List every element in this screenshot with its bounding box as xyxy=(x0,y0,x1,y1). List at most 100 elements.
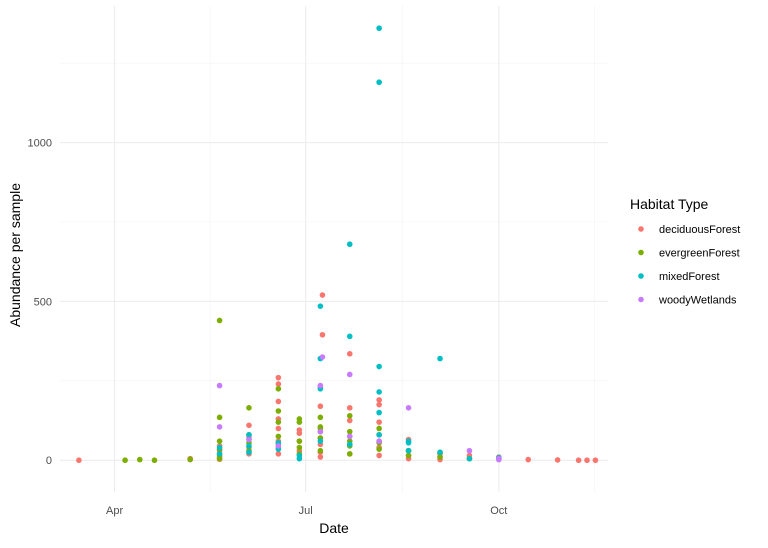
point-deciduousForest xyxy=(275,425,282,432)
point-evergreenForest xyxy=(376,446,382,452)
point-evergreenForest xyxy=(151,457,158,464)
point-deciduousForest xyxy=(319,331,326,338)
x-tick-label: Oct xyxy=(490,505,507,517)
point-mixedForest xyxy=(376,79,382,86)
point-evergreenForest xyxy=(437,454,443,460)
point-deciduousForest xyxy=(346,405,353,411)
point-deciduousForest xyxy=(296,427,303,433)
point-deciduousForest xyxy=(317,403,324,410)
point-evergreenForest xyxy=(136,456,143,463)
point-mixedForest xyxy=(376,25,382,32)
point-deciduousForest xyxy=(376,401,382,408)
point-evergreenForest xyxy=(346,451,353,457)
legend-label: evergreenForest xyxy=(659,248,740,260)
point-mixedForest xyxy=(216,444,223,451)
point-deciduousForest xyxy=(575,457,582,464)
point-woodyWetlands xyxy=(496,455,502,462)
point-mixedForest xyxy=(296,452,303,459)
legend-key-evergreenForest xyxy=(638,249,644,256)
point-deciduousForest xyxy=(554,457,561,463)
point-woodyWetlands xyxy=(317,428,324,435)
minor-gridlines xyxy=(60,6,608,492)
point-mixedForest xyxy=(317,438,324,444)
point-deciduousForest xyxy=(584,457,590,464)
point-mixedForest xyxy=(216,451,223,457)
point-evergreenForest xyxy=(275,408,282,414)
point-woodyWetlands xyxy=(319,354,326,360)
point-evergreenForest xyxy=(275,385,282,392)
y-tick-label: 500 xyxy=(34,296,52,308)
point-evergreenForest xyxy=(275,419,282,425)
point-woodyWetlands xyxy=(405,405,412,411)
point-woodyWetlands xyxy=(346,433,353,440)
point-mixedForest xyxy=(437,449,443,456)
point-deciduousForest xyxy=(275,451,282,457)
point-evergreenForest xyxy=(405,452,412,459)
point-mixedForest xyxy=(376,363,382,370)
point-mixedForest xyxy=(376,409,382,416)
legend-title: Habitat Type xyxy=(630,196,709,212)
point-deciduousForest xyxy=(376,452,382,459)
point-evergreenForest xyxy=(122,457,128,464)
x-axis-ticks: Apr Jul Oct xyxy=(106,505,507,517)
point-deciduousForest xyxy=(317,454,324,460)
data-points xyxy=(76,25,599,464)
major-gridlines xyxy=(60,6,608,492)
point-mixedForest xyxy=(346,441,353,448)
point-evergreenForest xyxy=(216,438,223,444)
point-evergreenForest xyxy=(317,414,324,421)
point-mixedForest xyxy=(246,449,252,456)
point-evergreenForest xyxy=(296,438,303,444)
point-deciduousForest xyxy=(275,381,282,387)
point-evergreenForest xyxy=(296,444,303,451)
point-evergreenForest xyxy=(216,414,223,421)
y-tick-label: 0 xyxy=(46,455,52,467)
point-mixedForest xyxy=(466,455,473,462)
legend-key-mixedForest xyxy=(638,273,644,279)
legend-key-woodyWetlands xyxy=(638,296,644,303)
point-mixedForest xyxy=(246,443,252,449)
point-woodyWetlands xyxy=(275,443,282,449)
point-mixedForest xyxy=(346,333,353,340)
point-mixedForest xyxy=(246,432,252,438)
point-deciduousForest xyxy=(246,422,252,429)
point-woodyWetlands xyxy=(317,382,324,389)
point-evergreenForest xyxy=(246,405,252,411)
point-woodyWetlands xyxy=(376,438,382,444)
point-deciduousForest xyxy=(275,398,282,405)
point-mixedForest xyxy=(376,432,382,438)
point-woodyWetlands xyxy=(466,447,473,454)
point-woodyWetlands xyxy=(216,382,223,389)
point-deciduousForest xyxy=(525,456,532,463)
point-mixedForest xyxy=(376,389,382,395)
legend: Habitat Type deciduousForest evergreenFor… xyxy=(630,196,740,307)
x-tick-label: Jul xyxy=(299,505,313,517)
point-evergreenForest xyxy=(317,424,324,430)
point-evergreenForest xyxy=(275,433,282,440)
point-evergreenForest xyxy=(216,317,223,324)
y-axis-ticks: 0 500 1000 xyxy=(28,138,52,468)
point-mixedForest xyxy=(405,438,412,444)
point-woodyWetlands xyxy=(246,436,252,443)
point-mixedForest xyxy=(346,241,353,248)
point-deciduousForest xyxy=(76,457,82,464)
legend-label: woodyWetlands xyxy=(658,295,737,307)
point-mixedForest xyxy=(437,355,443,362)
x-tick-label: Apr xyxy=(106,505,123,517)
point-evergreenForest xyxy=(317,447,324,454)
point-evergreenForest xyxy=(376,425,382,432)
point-evergreenForest xyxy=(346,428,353,435)
point-deciduousForest xyxy=(346,417,353,424)
legend-items: deciduousForest evergreenForest mixedFores… xyxy=(638,224,740,307)
legend-label: mixedForest xyxy=(659,271,720,283)
point-deciduousForest xyxy=(592,457,599,464)
point-deciduousForest xyxy=(275,374,282,381)
point-mixedForest xyxy=(317,303,324,309)
point-mixedForest xyxy=(405,447,412,454)
x-axis-title: Date xyxy=(319,520,349,536)
legend-key-deciduousForest xyxy=(638,226,644,232)
point-evergreenForest xyxy=(346,412,353,419)
point-woodyWetlands xyxy=(346,371,353,378)
y-axis-title: Abundance per sample xyxy=(7,183,23,327)
